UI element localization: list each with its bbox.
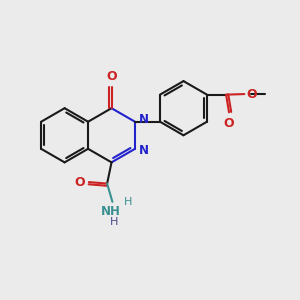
Text: O: O <box>224 117 234 130</box>
Text: N: N <box>139 144 149 157</box>
Text: O: O <box>74 176 85 189</box>
Text: O: O <box>106 70 117 83</box>
Text: H: H <box>124 197 132 207</box>
Text: O: O <box>247 88 257 100</box>
Text: N: N <box>139 113 149 126</box>
Text: NH: NH <box>101 206 121 218</box>
Text: H: H <box>110 217 118 227</box>
